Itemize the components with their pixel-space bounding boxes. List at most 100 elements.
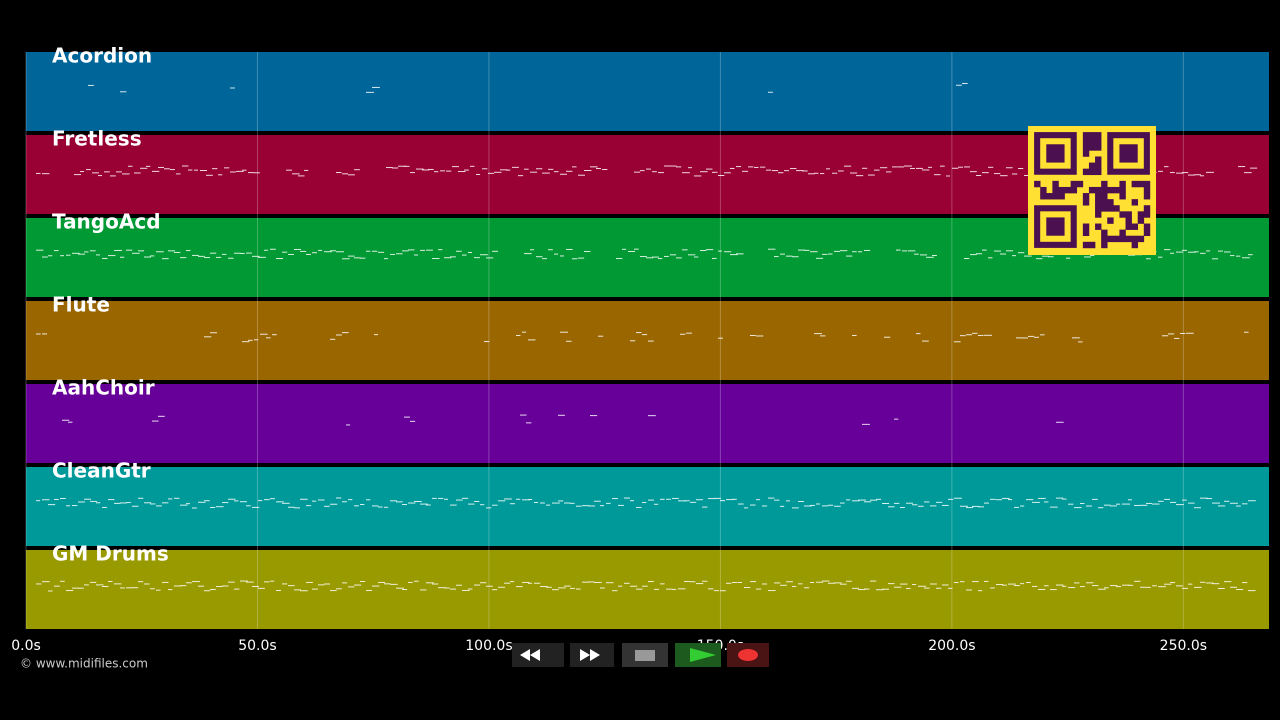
qr-cell	[1113, 186, 1120, 194]
qr-cell	[1040, 186, 1047, 194]
tick-label: 50.0s	[238, 638, 276, 654]
track-lane	[26, 550, 1269, 629]
qr-cell	[1107, 186, 1114, 194]
qr-cell	[1137, 235, 1145, 243]
qr-cell	[1125, 217, 1132, 224]
qr-cell	[1070, 180, 1078, 188]
qr-cell	[1040, 193, 1047, 200]
qr-cell	[1143, 211, 1151, 218]
qr-finder	[1046, 144, 1065, 163]
note-marks	[36, 165, 1258, 177]
track-name: TangoAcd	[52, 210, 161, 234]
note-marks	[36, 331, 1249, 343]
qr-cell	[1095, 144, 1102, 151]
qr-cell	[1095, 211, 1102, 218]
qr-cell	[1143, 186, 1151, 194]
qr-cell	[1125, 211, 1132, 218]
qr-cell	[1082, 144, 1090, 151]
tick-label: 200.0s	[928, 638, 975, 654]
qr-cell	[1095, 156, 1102, 163]
qr-cell	[1082, 138, 1090, 145]
qr-cell	[1052, 186, 1059, 194]
qr-cell	[1064, 186, 1071, 194]
qr-cell	[1082, 193, 1090, 200]
qr-cell	[1095, 186, 1102, 194]
track-lane	[26, 301, 1269, 380]
qr-cell	[1082, 229, 1090, 237]
qr-cell	[1143, 223, 1151, 230]
stop-icon	[635, 650, 655, 661]
qr-cell	[1143, 193, 1151, 200]
qr-cell	[1143, 205, 1151, 212]
qr-cell	[1070, 186, 1078, 194]
tick-label: 250.0s	[1160, 638, 1207, 654]
qr-cell	[1101, 199, 1108, 206]
record-icon	[738, 649, 758, 661]
qr-cell	[1095, 162, 1102, 169]
qr-cell	[1095, 138, 1102, 145]
qr-cell	[1113, 235, 1120, 243]
qr-cell	[1088, 168, 1096, 176]
qr-cell	[1058, 193, 1065, 200]
lane-names: Acordion Fretless TangoAcd Flute AahChoir Cle…	[52, 44, 169, 566]
qr-cell	[1131, 180, 1139, 188]
qr-cell	[1088, 186, 1096, 194]
qr-cell	[1101, 205, 1108, 212]
track-name: Fretless	[52, 127, 142, 151]
transport-controls	[512, 643, 769, 667]
qr-cell	[1088, 241, 1096, 249]
qr-cell	[1088, 144, 1096, 151]
qr-cell	[1095, 205, 1102, 212]
qr-cell	[1107, 217, 1114, 224]
track-name: Acordion	[52, 44, 152, 68]
qr-cell	[1101, 193, 1108, 200]
note-marks	[62, 414, 1064, 426]
qr-cell	[1131, 241, 1139, 249]
note-marks	[88, 82, 968, 93]
tick-label: 0.0s	[11, 638, 41, 654]
qr-cell	[1119, 235, 1126, 243]
qr-cell	[1107, 235, 1114, 243]
track-lane	[26, 467, 1269, 546]
qr-cell	[1095, 168, 1102, 176]
qr-cell	[1052, 180, 1059, 188]
qr-cell	[1082, 199, 1090, 206]
qr-cell	[1143, 229, 1151, 237]
qr-cell	[1082, 168, 1090, 176]
qr-cell	[1131, 223, 1139, 230]
qr-cell	[1095, 223, 1102, 230]
note-marks	[36, 497, 1256, 509]
qr-cell	[1119, 211, 1126, 218]
track-name: AahChoir	[52, 376, 155, 400]
qr-cell	[1088, 138, 1096, 145]
play-icon	[690, 648, 716, 662]
qr-cell	[1107, 205, 1114, 212]
track-name: GM Drums	[52, 542, 169, 566]
note-marks	[36, 248, 1253, 260]
qr-cell	[1101, 186, 1108, 194]
qr-cell	[1143, 180, 1151, 188]
qr-cell	[1088, 162, 1096, 169]
qr-finder	[1046, 217, 1065, 236]
track-name: CleanGtr	[52, 459, 151, 483]
qr-cell	[1119, 186, 1126, 194]
qr-cell	[1082, 132, 1090, 139]
copyright: © www.midifiles.com	[20, 657, 148, 671]
qr-cell	[1119, 229, 1126, 237]
qr-cell	[1113, 205, 1120, 212]
qr-cell	[1095, 132, 1102, 139]
qr-cell	[1088, 132, 1096, 139]
qr-cell	[1095, 193, 1102, 200]
track-name: Flute	[52, 293, 110, 317]
qr-code	[1028, 126, 1156, 255]
note-marks	[36, 580, 1256, 592]
qr-cell	[1125, 223, 1132, 230]
tick-label: 100.0s	[465, 638, 512, 654]
qr-cell	[1137, 180, 1145, 188]
qr-finder	[1119, 144, 1138, 163]
qr-cell	[1046, 193, 1053, 200]
qr-cell	[1119, 193, 1126, 200]
qr-cell	[1101, 180, 1108, 188]
